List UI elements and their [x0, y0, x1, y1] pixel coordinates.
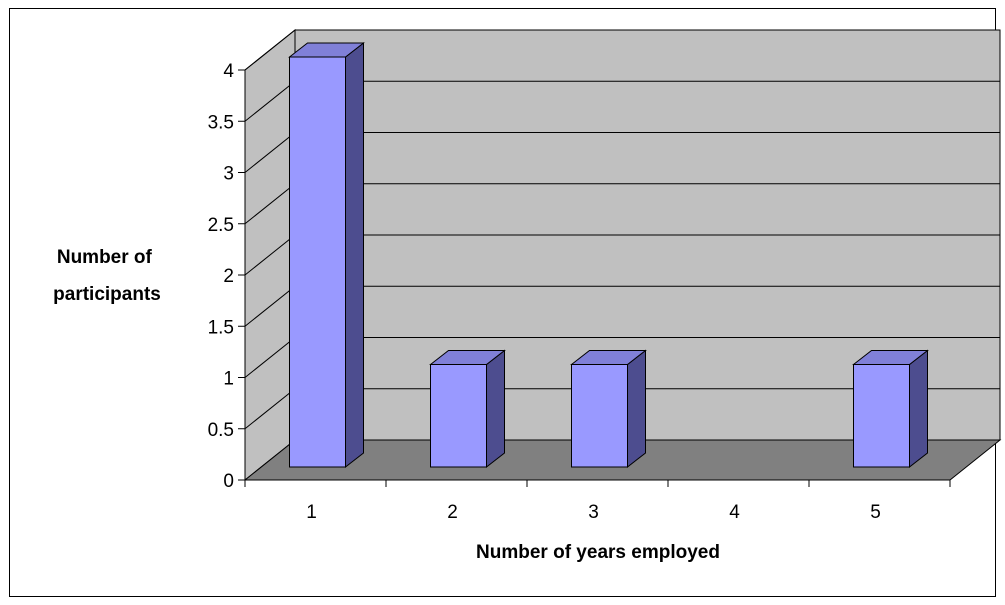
y-axis-title-line-2: participants	[53, 284, 161, 305]
x-tick-label: 5	[870, 502, 881, 523]
bar-front	[571, 364, 628, 468]
x-axis-title: Number of years employed	[476, 542, 720, 563]
bar-side	[345, 41, 364, 469]
y-tick-label: 1	[223, 369, 234, 390]
bar-front	[289, 56, 346, 468]
x-tick-label: 4	[729, 502, 740, 523]
axes	[238, 69, 951, 487]
y-tick-label: 2.5	[208, 215, 234, 236]
gridline	[244, 29, 1000, 71]
x-tick-label: 2	[447, 502, 458, 523]
bar-side	[909, 349, 928, 469]
x-tick-labels: 1 2 3 4 5	[306, 502, 881, 523]
y-tick-labels: 0 0.5 1 1.5 2 2.5 3 3.5 4	[208, 61, 235, 492]
y-tick-label: 0	[223, 471, 234, 492]
x-tick-label: 1	[306, 502, 317, 523]
bar-2	[429, 349, 506, 469]
bar-front	[853, 364, 910, 468]
bar-1	[288, 41, 365, 469]
x-tick-label: 3	[588, 502, 599, 523]
bars	[288, 41, 929, 469]
bar-side	[486, 349, 505, 469]
y-tick-label: 3.5	[208, 112, 234, 133]
bar-5	[852, 349, 929, 469]
y-tick-label: 0.5	[208, 420, 234, 441]
y-tick-label: 3	[223, 164, 234, 185]
bar-side	[627, 349, 646, 469]
y-tick-label: 2	[223, 266, 234, 287]
y-tick-label: 4	[223, 61, 234, 82]
y-tick-label: 1.5	[208, 317, 234, 338]
y-axis-title: Number of participants	[53, 247, 161, 305]
bar-3	[570, 349, 647, 469]
bar-front	[430, 364, 487, 468]
y-axis-title-line-1: Number of	[57, 247, 153, 268]
